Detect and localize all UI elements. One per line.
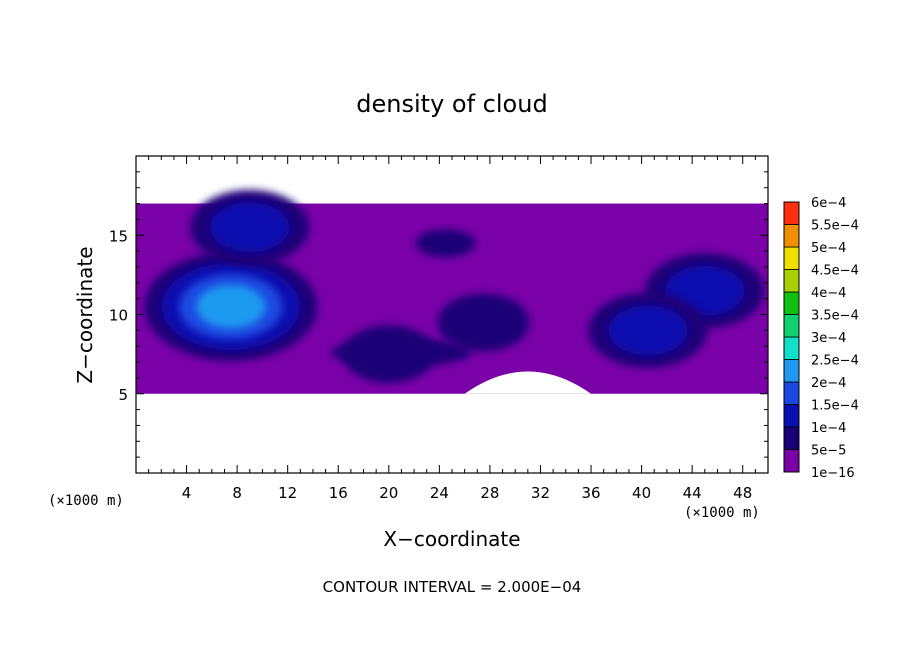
colorbar-label: 2.5e−4 <box>811 354 859 369</box>
x-tick-label: 8 <box>232 484 242 502</box>
colorbar-label: 2e−4 <box>811 376 846 391</box>
x-tick-label: 28 <box>480 484 499 502</box>
y-tick-label: 15 <box>109 227 128 245</box>
colorbar-segment <box>783 404 800 428</box>
colorbar-segment <box>783 359 800 383</box>
colorbar-segment <box>783 269 800 293</box>
x-tick-label: 36 <box>581 484 600 502</box>
chart-title: density of cloud <box>356 90 547 118</box>
colorbar-segment <box>783 449 800 473</box>
colorbar-label: 5.5e−4 <box>811 219 859 234</box>
cloud-core-0-level-4 <box>196 284 266 329</box>
colorbar-label: 5e−4 <box>811 241 846 256</box>
x-tick-label: 44 <box>683 484 702 502</box>
colorbar-label: 5e−5 <box>811 444 846 459</box>
x-tick-label: 32 <box>531 484 550 502</box>
colorbar-label: 4.5e−4 <box>811 264 859 279</box>
plot-area <box>136 156 768 473</box>
colorbar-segment <box>783 381 800 405</box>
cloud-core-5-level-2 <box>608 305 688 356</box>
density-field <box>136 189 768 394</box>
x-unit-right: (×1000 m) <box>684 505 760 521</box>
x-tick-label: 40 <box>632 484 651 502</box>
colorbar-segment <box>783 224 800 248</box>
colorbar-label: 6e−4 <box>811 196 846 211</box>
x-axis: 4 8 12 16 20 24 28 32 36 40 44 48 <box>148 156 756 502</box>
y-axis: 5 10 15 <box>109 171 768 458</box>
colorbar-frame <box>783 201 800 473</box>
colorbar: 1e−16 5e−5 1e−4 1.5e−4 2e−4 2.5e−4 3e−4 3.5e−4 4… <box>783 196 859 481</box>
colorbar-segment <box>783 246 800 270</box>
contour-interval-note: CONTOUR INTERVAL = 2.000E−04 <box>323 578 582 596</box>
colorbar-label: 3e−4 <box>811 331 846 346</box>
cloud-core-4-level-1 <box>437 293 530 352</box>
colorbar-segment <box>783 314 800 338</box>
colorbar-segment <box>783 336 800 360</box>
y-axis-title: Z−coordinate <box>73 246 97 383</box>
colorbar-segment <box>783 426 800 450</box>
cloud-core-3-level-1 <box>342 325 435 384</box>
clear-gap <box>464 371 592 394</box>
x-tick-label: 24 <box>430 484 449 502</box>
cloud-core-1-level-2 <box>210 202 290 253</box>
cloud-blob <box>415 229 476 258</box>
colorbar-label: 1e−16 <box>811 466 855 481</box>
x-axis-title: X−coordinate <box>383 527 520 551</box>
colorbar-label: 4e−4 <box>811 286 846 301</box>
x-tick-label: 48 <box>733 484 752 502</box>
x-tick-label: 16 <box>329 484 348 502</box>
colorbar-label: 1e−4 <box>811 421 846 436</box>
x-unit-left: (×1000 m) <box>48 493 124 509</box>
x-tick-label: 4 <box>182 484 192 502</box>
colorbar-segment <box>783 291 800 315</box>
y-tick-label: 5 <box>118 386 128 404</box>
x-tick-label: 20 <box>379 484 398 502</box>
y-tick-label: 10 <box>109 307 128 325</box>
colorbar-label: 1.5e−4 <box>811 399 859 414</box>
x-tick-label: 12 <box>278 484 297 502</box>
colorbar-segment <box>783 201 800 225</box>
colorbar-label: 3.5e−4 <box>811 309 859 324</box>
